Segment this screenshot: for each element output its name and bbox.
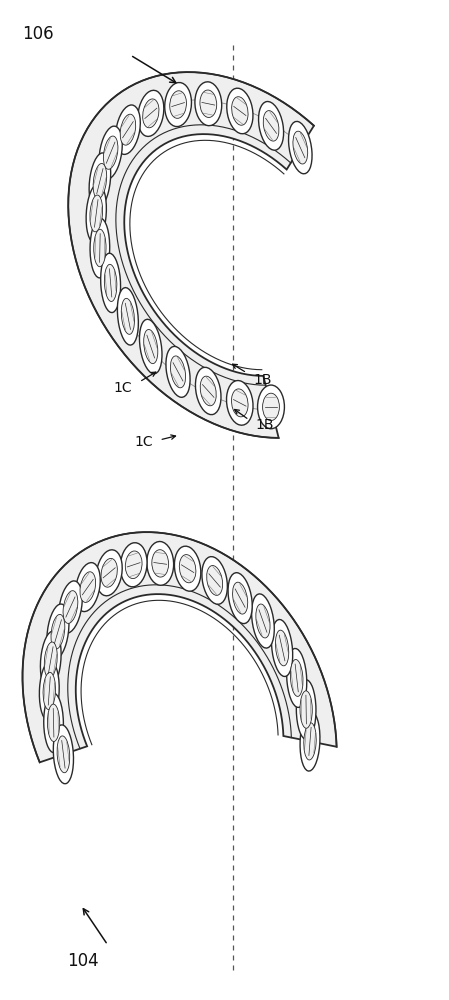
- Ellipse shape: [256, 604, 270, 638]
- Ellipse shape: [232, 389, 248, 417]
- Text: 1C: 1C: [114, 381, 132, 395]
- Ellipse shape: [263, 393, 279, 421]
- Ellipse shape: [258, 385, 284, 429]
- Ellipse shape: [179, 555, 196, 583]
- Ellipse shape: [165, 83, 191, 127]
- Ellipse shape: [44, 642, 57, 678]
- Ellipse shape: [226, 381, 253, 425]
- Ellipse shape: [120, 543, 147, 587]
- Ellipse shape: [272, 619, 293, 677]
- Ellipse shape: [101, 558, 117, 587]
- Ellipse shape: [101, 253, 121, 313]
- Polygon shape: [68, 72, 314, 438]
- Ellipse shape: [227, 88, 253, 134]
- Ellipse shape: [115, 105, 141, 154]
- Ellipse shape: [144, 329, 158, 364]
- Ellipse shape: [291, 659, 303, 696]
- Ellipse shape: [138, 90, 164, 136]
- Text: 104: 104: [67, 952, 99, 970]
- Ellipse shape: [202, 557, 227, 604]
- Ellipse shape: [152, 550, 169, 577]
- Ellipse shape: [103, 136, 118, 169]
- Ellipse shape: [93, 163, 107, 199]
- Ellipse shape: [296, 680, 316, 739]
- Polygon shape: [22, 532, 337, 762]
- Text: 1B: 1B: [256, 418, 274, 432]
- Ellipse shape: [300, 712, 320, 771]
- Ellipse shape: [94, 229, 106, 267]
- Ellipse shape: [90, 218, 110, 278]
- Ellipse shape: [171, 356, 185, 388]
- Ellipse shape: [48, 704, 60, 742]
- Ellipse shape: [80, 572, 96, 602]
- Ellipse shape: [289, 121, 312, 174]
- Ellipse shape: [170, 91, 186, 118]
- Ellipse shape: [304, 723, 316, 760]
- Ellipse shape: [89, 153, 111, 209]
- Ellipse shape: [195, 367, 221, 415]
- Text: 1B: 1B: [254, 373, 272, 387]
- Ellipse shape: [263, 111, 279, 141]
- Ellipse shape: [44, 693, 63, 753]
- Ellipse shape: [147, 542, 174, 585]
- Ellipse shape: [96, 550, 122, 596]
- Ellipse shape: [195, 82, 222, 126]
- Ellipse shape: [286, 648, 307, 707]
- Ellipse shape: [293, 131, 308, 164]
- Ellipse shape: [47, 604, 69, 659]
- Ellipse shape: [233, 582, 248, 614]
- Ellipse shape: [57, 736, 70, 773]
- Ellipse shape: [200, 90, 217, 117]
- Ellipse shape: [99, 126, 122, 179]
- Ellipse shape: [40, 661, 59, 721]
- Ellipse shape: [90, 195, 102, 232]
- Ellipse shape: [40, 631, 61, 689]
- Ellipse shape: [125, 551, 142, 579]
- Ellipse shape: [43, 672, 56, 710]
- Ellipse shape: [121, 298, 134, 334]
- Ellipse shape: [86, 184, 106, 243]
- Ellipse shape: [51, 614, 65, 649]
- Text: 106: 106: [22, 25, 54, 43]
- Ellipse shape: [232, 97, 248, 125]
- Ellipse shape: [174, 546, 201, 591]
- Ellipse shape: [75, 563, 100, 612]
- Ellipse shape: [259, 102, 284, 150]
- Ellipse shape: [275, 630, 289, 666]
- Ellipse shape: [53, 725, 74, 784]
- Ellipse shape: [251, 594, 274, 648]
- Ellipse shape: [166, 346, 190, 397]
- Ellipse shape: [143, 99, 159, 128]
- Ellipse shape: [63, 591, 78, 623]
- Ellipse shape: [120, 114, 136, 145]
- Text: 1C: 1C: [134, 435, 153, 449]
- Ellipse shape: [140, 319, 162, 374]
- Ellipse shape: [104, 264, 117, 301]
- Ellipse shape: [200, 376, 216, 406]
- Ellipse shape: [117, 288, 138, 345]
- Ellipse shape: [300, 691, 313, 728]
- Ellipse shape: [228, 573, 252, 624]
- Ellipse shape: [207, 566, 223, 595]
- Ellipse shape: [59, 581, 82, 633]
